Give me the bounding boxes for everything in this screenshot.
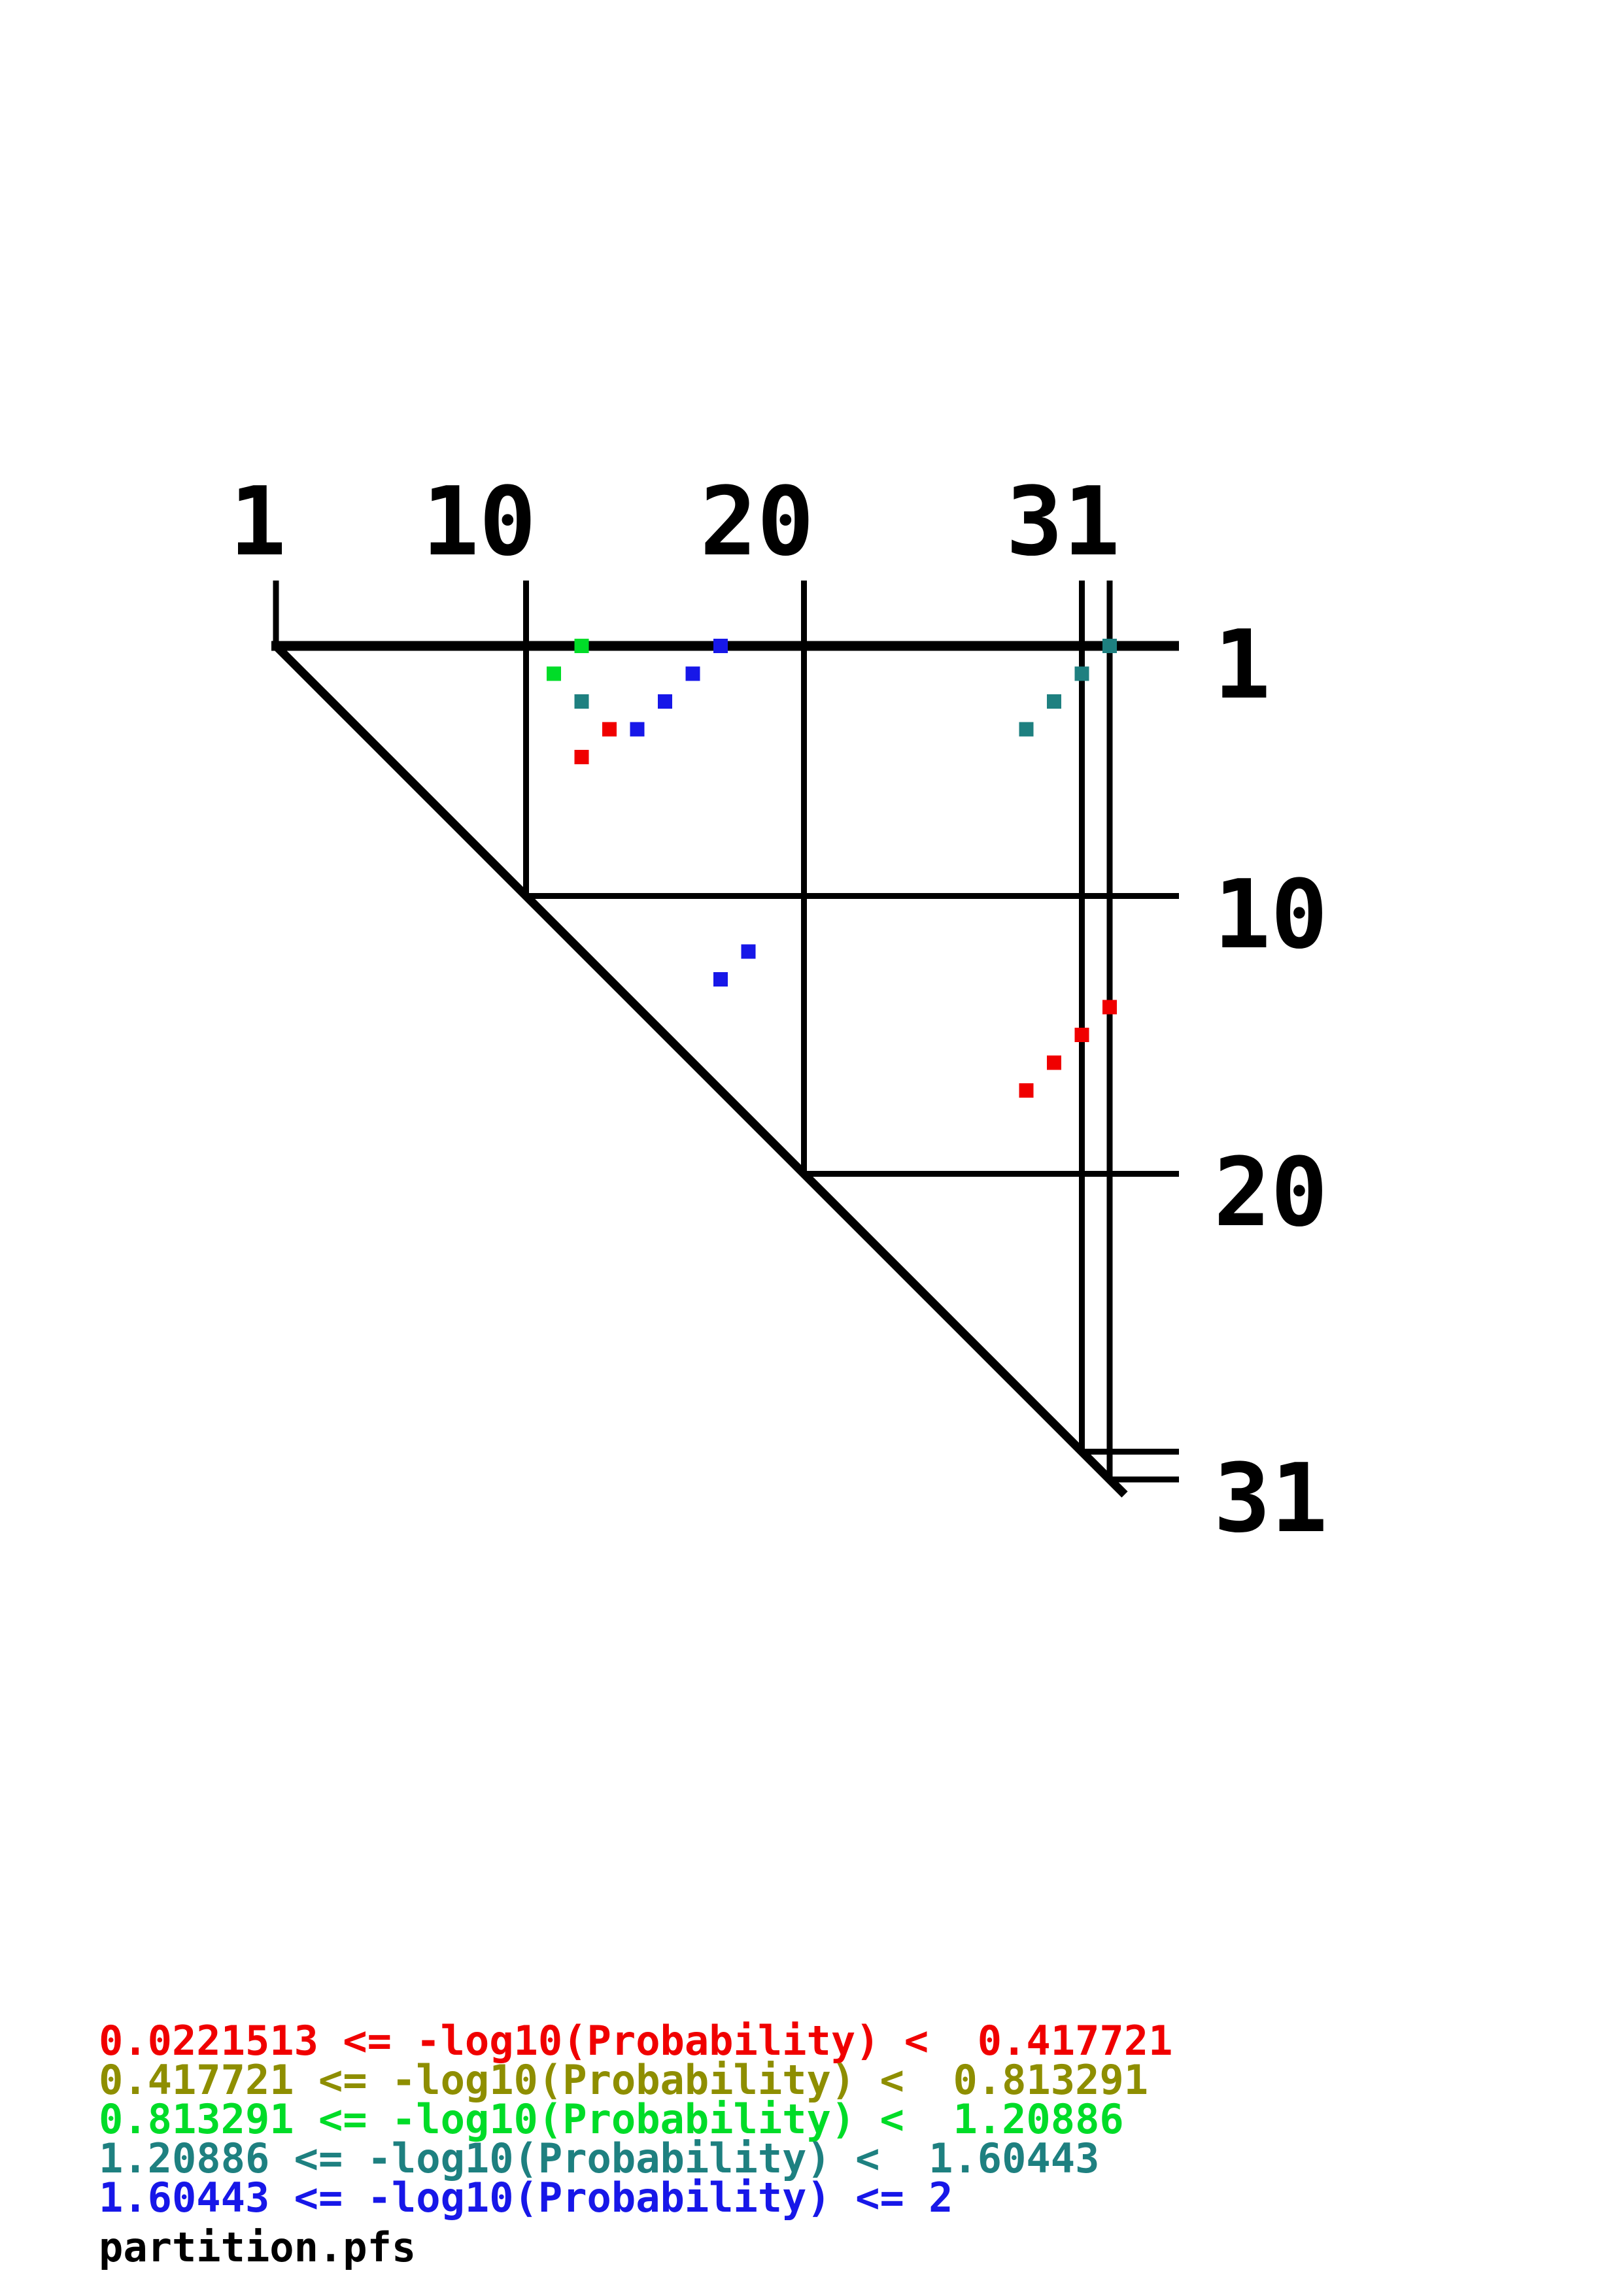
- probability-dot: [1019, 722, 1034, 737]
- legend-line-olive: 0.417721 <= -log10(Probability) < 0.8132…: [99, 2056, 1148, 2104]
- probability-dot: [574, 694, 589, 709]
- legend: 0.0221513 <= -log10(Probability) < 0.417…: [99, 2017, 1172, 2271]
- right-axis-label-10: 10: [1214, 860, 1328, 970]
- diagonal-line: [273, 643, 1128, 1498]
- file-label: partition.pfs: [99, 2223, 416, 2271]
- right-axis-labels: 1 10 20 31: [1214, 610, 1328, 1554]
- right-axis-label-31: 31: [1214, 1443, 1328, 1554]
- legend-line-teal: 1.20886 <= -log10(Probability) < 1.60443: [99, 2135, 1099, 2182]
- probability-dot: [1074, 1028, 1089, 1042]
- probability-dot: [547, 666, 561, 681]
- probability-dots: [547, 639, 1117, 1098]
- probability-dot: [602, 722, 617, 737]
- probability-dot: [658, 694, 672, 709]
- probability-dot: [1047, 694, 1061, 709]
- probability-dot: [574, 639, 589, 653]
- legend-line-green: 0.813291 <= -log10(Probability) < 1.2088…: [99, 2095, 1124, 2143]
- probability-dot: [1047, 1055, 1061, 1070]
- probability-dot: [1102, 1000, 1117, 1015]
- top-axis-label-31: 31: [1006, 467, 1120, 577]
- probability-dot: [713, 639, 728, 653]
- probability-dot: [1102, 639, 1117, 653]
- legend-line-blue: 1.60443 <= -log10(Probability) <= 2: [99, 2174, 953, 2221]
- legend-line-red: 0.0221513 <= -log10(Probability) < 0.417…: [99, 2017, 1172, 2065]
- top-axis-labels: 1 10 20 31: [230, 467, 1120, 577]
- probability-dot: [741, 944, 756, 959]
- right-axis-label-1: 1: [1214, 610, 1271, 720]
- top-axis-label-1: 1: [230, 467, 286, 577]
- probability-dot: [1019, 1083, 1034, 1098]
- top-axis-label-20: 20: [700, 467, 814, 577]
- top-axis-label-10: 10: [422, 467, 536, 577]
- right-axis-label-20: 20: [1214, 1138, 1328, 1248]
- probability-dot: [574, 750, 589, 764]
- plot-grid: [273, 581, 1179, 1483]
- plot-frame: [271, 641, 1179, 1498]
- probability-dot: [685, 666, 700, 681]
- probability-dot: [1074, 666, 1089, 681]
- probability-dot: [630, 722, 645, 737]
- probability-dot: [713, 972, 728, 987]
